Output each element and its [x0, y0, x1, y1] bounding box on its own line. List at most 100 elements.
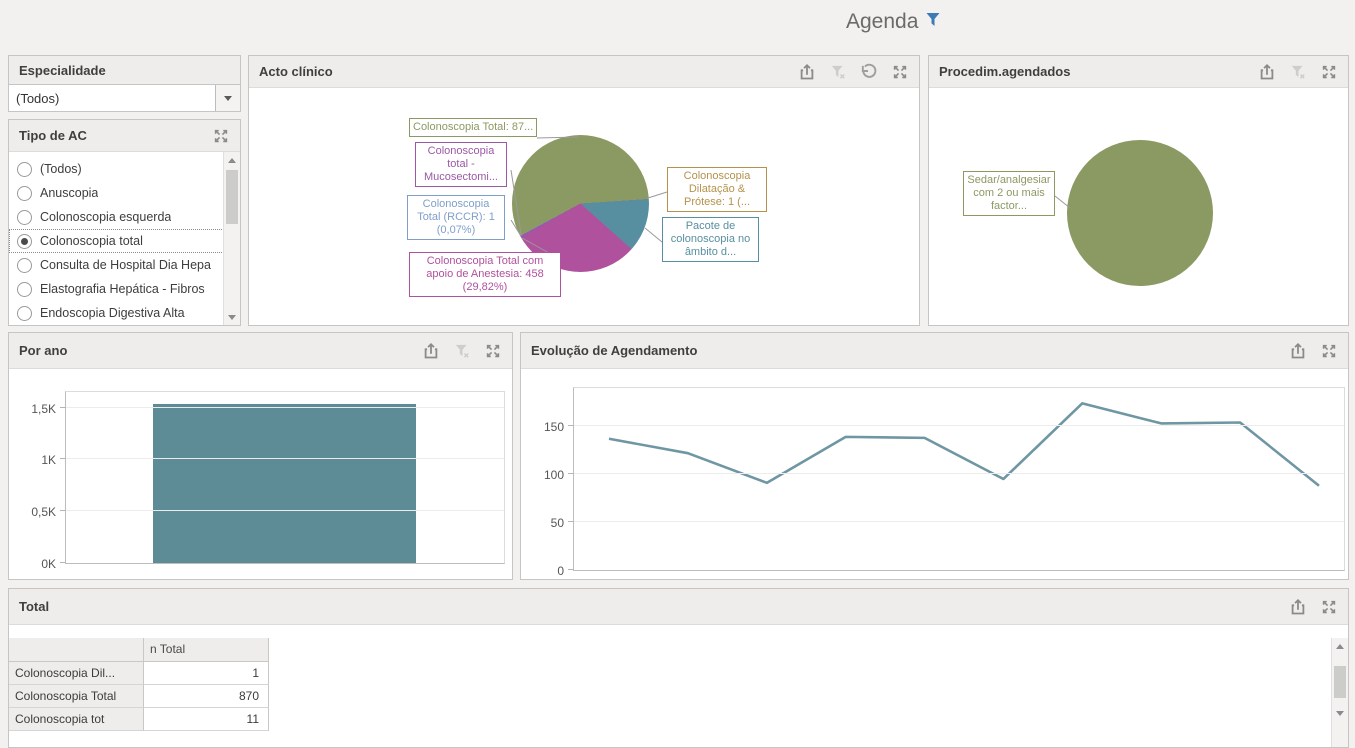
- export-icon[interactable]: [798, 63, 816, 81]
- scroll-up-button[interactable]: [224, 152, 240, 168]
- axis-tick: [568, 425, 574, 427]
- line-series[interactable]: [574, 388, 1344, 570]
- panel-toolbar: [1258, 63, 1338, 81]
- radio-item-endoscopia-digestiva-alta[interactable]: Endoscopia Digestiva Alta: [9, 301, 224, 325]
- panel-evolucao-agendamento: Evolução de Agendamento 0 50 100 150: [520, 332, 1349, 580]
- clear-filter-icon[interactable]: [1289, 63, 1307, 81]
- triangle-down-icon: [228, 314, 236, 320]
- radio-icon[interactable]: [17, 233, 32, 249]
- maximize-icon[interactable]: [1320, 342, 1338, 360]
- table-row[interactable]: Colonoscopia Total 870: [9, 685, 1332, 708]
- radio-item-consulta-de-hospital-dia-hepa[interactable]: Consulta de Hospital Dia Hepa: [9, 253, 224, 277]
- radio-item-label: Consulta de Hospital Dia Hepa: [40, 258, 211, 272]
- pie-slice-label: Colonoscopia Total: 87...: [409, 118, 537, 137]
- dashboard: Agenda Especialidade (Todos) Tipo de AC …: [8, 10, 1349, 748]
- maximize-icon[interactable]: [1320, 598, 1338, 616]
- axis-tick-label: 100: [543, 468, 564, 483]
- axis-tick: [60, 562, 66, 563]
- total-table: n Total Colonoscopia Dil... 1 Colonoscopia …: [9, 638, 1332, 731]
- panel-tipo-de-ac: Tipo de AC (Todos) Anuscopia Colonoscopia …: [8, 119, 241, 326]
- page-title: Agenda: [846, 10, 919, 33]
- procedim-pie-chart[interactable]: [1067, 140, 1213, 286]
- gridline: [574, 521, 1344, 523]
- radio-icon[interactable]: [17, 281, 32, 297]
- maximize-icon[interactable]: [212, 127, 230, 145]
- radio-icon[interactable]: [17, 161, 32, 177]
- scroll-up-button[interactable]: [1332, 638, 1348, 654]
- gridline: [66, 406, 504, 408]
- row-label-cell: Colonoscopia tot: [9, 708, 144, 731]
- maximize-icon[interactable]: [484, 342, 502, 360]
- por-ano-chart-area: 0K 0,5K 1K 1,5K: [9, 369, 512, 579]
- table-header-cell[interactable]: n Total: [144, 638, 269, 662]
- pie-slice-label: Pacote de colonoscopia no âmbito d...: [662, 217, 759, 262]
- radio-icon[interactable]: [17, 257, 32, 273]
- pie-slice-label: Sedar/analgesiar com 2 ou mais factor...: [963, 171, 1055, 216]
- undo-icon[interactable]: [860, 63, 878, 81]
- axis-tick: [60, 510, 66, 512]
- panel-toolbar: [1289, 598, 1338, 616]
- radio-item-colonoscopia-esquerda[interactable]: Colonoscopia esquerda: [9, 205, 224, 229]
- maximize-icon[interactable]: [891, 63, 909, 81]
- combobox-dropdown-button[interactable]: [215, 85, 240, 111]
- panel-title: Acto clínico: [259, 64, 333, 79]
- evolucao-chart-area: 0 50 100 150: [521, 369, 1348, 579]
- triangle-up-icon: [1336, 643, 1344, 649]
- row-value-cell: 1: [144, 662, 269, 685]
- table-header-cell: [9, 638, 144, 662]
- pie-slice-label: Colonoscopia Total (RCCR): 1 (0,07%): [407, 195, 505, 240]
- triangle-up-icon: [228, 157, 236, 163]
- scroll-down-button[interactable]: [1332, 705, 1348, 721]
- radio-item-label: (Todos): [40, 162, 82, 176]
- panel-toolbar: [422, 342, 502, 360]
- export-icon[interactable]: [1258, 63, 1276, 81]
- panel-acto-clinico: Acto clínico Colonoscopia Tot: [248, 55, 920, 326]
- panel-title: Por ano: [19, 343, 68, 358]
- radio-item-label: Endoscopia Digestiva Alta: [40, 306, 185, 320]
- panel-title: Evolução de Agendamento: [531, 343, 698, 358]
- radio-item-colonoscopia-total[interactable]: Colonoscopia total: [9, 229, 224, 253]
- scroll-down-button[interactable]: [224, 309, 240, 325]
- panel-por-ano: Por ano 0K 0,5K 1K 1,5K: [8, 332, 513, 580]
- row-value-cell: 870: [144, 685, 269, 708]
- panel-header: Evolução de Agendamento: [521, 333, 1348, 369]
- radio-item-label: Anuscopia: [40, 186, 99, 200]
- especialidade-combobox[interactable]: (Todos): [9, 84, 240, 111]
- pie-slice-label: Colonoscopia Dilatação & Prótese: 1 (...: [667, 167, 767, 212]
- chevron-down-icon: [224, 95, 232, 101]
- gridline: [66, 458, 504, 460]
- panel-title: Total: [19, 599, 50, 614]
- axis-tick-label: 1K: [41, 453, 56, 468]
- scroll-thumb[interactable]: [226, 170, 238, 224]
- radio-item-elastografia-hep-tica-fibros[interactable]: Elastografia Hepática - Fibros: [9, 277, 224, 301]
- gridline: [574, 425, 1344, 427]
- radio-item-todos[interactable]: (Todos): [9, 157, 224, 181]
- radio-icon[interactable]: [17, 185, 32, 201]
- table-header-row: n Total: [9, 638, 1332, 662]
- panel-header: Acto clínico: [249, 56, 919, 88]
- radio-item-label: Colonoscopia esquerda: [40, 210, 172, 224]
- title-filter-icon[interactable]: [926, 12, 940, 27]
- export-icon[interactable]: [422, 342, 440, 360]
- scroll-thumb[interactable]: [1334, 666, 1346, 698]
- maximize-icon[interactable]: [1320, 63, 1338, 81]
- bar-series[interactable]: [152, 403, 417, 563]
- radio-icon[interactable]: [17, 209, 32, 225]
- radio-item-label: Elastografia Hepática - Fibros: [40, 282, 205, 296]
- export-icon[interactable]: [1289, 342, 1307, 360]
- table-row[interactable]: Colonoscopia tot 11: [9, 708, 1332, 731]
- total-table-scrollbar[interactable]: [1331, 638, 1348, 747]
- radio-icon[interactable]: [17, 305, 32, 321]
- radio-item-anuscopia[interactable]: Anuscopia: [9, 181, 224, 205]
- axis-tick-label: 1,5K: [31, 401, 56, 416]
- clear-filter-icon[interactable]: [829, 63, 847, 81]
- axis-tick: [568, 569, 574, 570]
- tipo-list-scrollbar[interactable]: [223, 152, 240, 325]
- axis-tick-label: 0,5K: [31, 505, 56, 520]
- clear-filter-icon[interactable]: [453, 342, 471, 360]
- panel-title: Tipo de AC: [19, 128, 87, 143]
- table-row[interactable]: Colonoscopia Dil... 1: [9, 662, 1332, 685]
- axis-tick-label: 0K: [41, 557, 56, 571]
- export-icon[interactable]: [1289, 598, 1307, 616]
- panel-procedim-agendados: Procedim.agendados Sedar/analgesiar com …: [928, 55, 1349, 326]
